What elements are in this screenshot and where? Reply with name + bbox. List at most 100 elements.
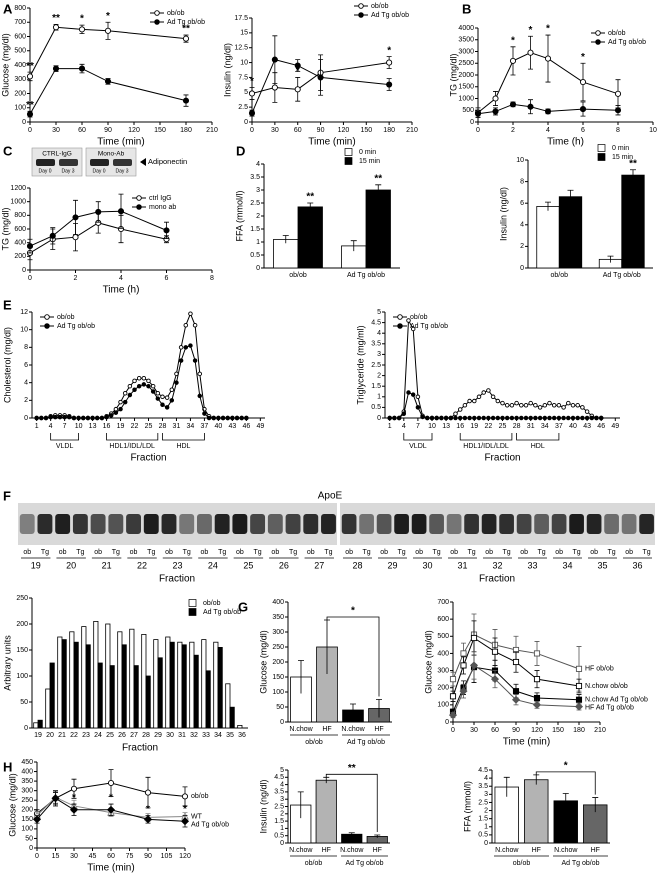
series-line (389, 391, 602, 419)
x-tick-label: 4 (546, 127, 550, 134)
y-tick-label: 300 (14, 76, 26, 83)
significance-mark: ** (52, 13, 60, 24)
data-point (511, 695, 521, 704)
blot-band (143, 514, 159, 534)
data-point (575, 696, 583, 703)
data-point (70, 785, 78, 792)
x-tick-label: 60 (294, 127, 302, 134)
bar (45, 688, 51, 729)
x-tick-label: 0 (35, 853, 39, 860)
group-label: ob/ob (305, 860, 323, 867)
range-bracket (106, 433, 159, 441)
x-tick-label: 20 (46, 732, 54, 739)
data-point (528, 400, 533, 406)
blot-band (604, 514, 619, 534)
data-point (415, 405, 421, 410)
y-tick-label: 1.5 (371, 383, 381, 390)
x-tick-label: 120 (338, 127, 350, 134)
data-point (34, 415, 39, 421)
data-point (108, 413, 114, 418)
error-bar (630, 169, 636, 181)
data-point (271, 84, 278, 91)
data-point (182, 97, 190, 104)
blot-band (179, 514, 195, 534)
blot-band (481, 514, 497, 534)
x-tick-label: 120 (531, 727, 543, 734)
data-point (459, 687, 468, 696)
data-point (99, 415, 105, 421)
y-tick-label: 0 (445, 719, 449, 726)
y-tick-label: 3.5 (250, 174, 260, 181)
bar (177, 641, 183, 729)
x-tick-label: 6 (581, 127, 585, 134)
error-bar (298, 660, 304, 694)
y-tick-label: 1 (256, 239, 260, 246)
data-point (448, 415, 454, 421)
panel-letter: A (3, 1, 13, 16)
lane-label: Tg (183, 549, 191, 556)
fraction-label: 36 (632, 560, 642, 570)
y-tick-label: 2.5 (274, 803, 284, 810)
x-tick-label: 0 (451, 727, 455, 734)
y-tick-label: 350 (21, 778, 33, 785)
blot-day: Day 3 (61, 168, 74, 174)
x-tick-label: 25 (145, 423, 153, 430)
fraction-label: 27 (314, 560, 324, 570)
lane-label: Tg (363, 549, 371, 556)
data-point (449, 676, 457, 683)
y-tick-label: 17.5 (234, 15, 248, 22)
x-tick-label: 90 (512, 727, 520, 734)
data-point (244, 415, 249, 421)
x-tick-label: 46 (597, 423, 605, 430)
error-bar (533, 774, 540, 785)
range-label: VLDL (56, 443, 74, 450)
y-tick-label: 200 (437, 685, 449, 692)
data-point (57, 414, 63, 420)
significance-mark: ** (182, 24, 190, 35)
y-tick-label: 10 (20, 327, 28, 334)
x-axis-label: Fraction (479, 574, 515, 585)
data-point (457, 407, 463, 412)
significance-mark: ** (26, 100, 34, 111)
x-tick-label: 30 (166, 732, 174, 739)
data-point (248, 90, 256, 97)
range-bracket (403, 433, 433, 441)
bar (225, 683, 231, 729)
bar (169, 641, 175, 729)
data-point (467, 415, 472, 421)
error-bar (375, 184, 382, 196)
lane-label: Tg (643, 549, 651, 556)
group-label: Ad Tg ob/ob (345, 860, 383, 867)
error-bar (350, 703, 356, 716)
fraction-label: 22 (137, 560, 147, 570)
data-point (406, 318, 411, 323)
x-tick-label: 45 (89, 853, 97, 860)
y-tick-label: 5 (244, 89, 248, 96)
y-tick-label: 3 (484, 791, 488, 798)
bar (33, 722, 39, 729)
fraction-label: 21 (102, 560, 112, 570)
y-tick-label: 4 (280, 781, 284, 788)
y-tick-label: 2.5 (238, 104, 248, 111)
x-tick-label: N.chow (341, 726, 365, 733)
data-point (85, 415, 91, 421)
lane-label: Tg (289, 549, 297, 556)
data-point (575, 665, 583, 672)
y-tick-label: 700 (437, 599, 449, 606)
data-point (443, 415, 449, 421)
data-point (544, 108, 552, 115)
y-tick-label: 200 (14, 90, 26, 97)
x-tick-label: 4 (49, 423, 53, 430)
x-tick-label: 180 (573, 727, 585, 734)
legend-marker (595, 39, 601, 45)
data-point (106, 805, 116, 814)
x-tick-label: 27 (130, 732, 138, 739)
blot-band (446, 514, 462, 534)
data-point (26, 73, 34, 80)
blot-panel (340, 503, 655, 545)
series-line (36, 797, 186, 822)
lane-label: ob (625, 549, 633, 556)
blot-band (214, 514, 230, 534)
panel-letter: D (236, 143, 245, 158)
data-point (614, 107, 622, 114)
